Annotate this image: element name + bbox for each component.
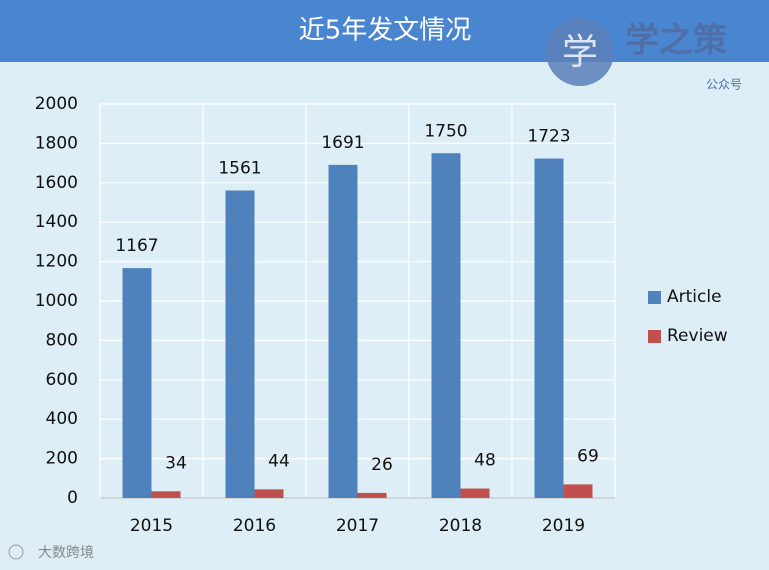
watermark-footer: 大数跨境 (38, 545, 94, 561)
y-tick-label: 800 (46, 330, 78, 350)
y-tick-label: 200 (46, 449, 78, 469)
y-tick-label: 1600 (35, 173, 78, 193)
legend-swatch (648, 291, 661, 304)
data-label: 34 (165, 453, 187, 473)
data-label: 1750 (424, 121, 467, 141)
bar (357, 492, 387, 498)
y-tick-label: 1400 (35, 212, 78, 232)
bar (254, 489, 284, 498)
footer-logo (8, 544, 24, 560)
data-label: 44 (268, 451, 290, 471)
bar (151, 491, 181, 498)
bar (534, 158, 564, 498)
y-tick-label: 400 (46, 409, 78, 429)
bar (563, 484, 593, 498)
legend-label: Review (667, 326, 728, 346)
bar (460, 488, 490, 498)
data-label: 69 (577, 446, 599, 466)
bar (225, 190, 255, 498)
y-tick-label: 0 (67, 488, 78, 508)
bar (431, 153, 461, 498)
legend-label: Article (667, 287, 722, 307)
y-tick-label: 2000 (35, 94, 78, 114)
data-label: 1561 (218, 158, 261, 178)
watermark-sub: 公众号 (706, 78, 742, 92)
x-tick-label: 2018 (439, 516, 482, 536)
bar (122, 268, 152, 498)
legend-swatch (648, 330, 661, 343)
y-tick-label: 1000 (35, 291, 78, 311)
watermark-brand: 学之策 (625, 21, 727, 61)
header-band (0, 0, 769, 62)
data-label: 48 (474, 451, 496, 471)
y-tick-label: 600 (46, 370, 78, 390)
y-tick-label: 1200 (35, 252, 78, 272)
data-label: 1723 (527, 127, 570, 147)
bar (328, 164, 358, 499)
x-tick-label: 2019 (542, 516, 585, 536)
x-tick-label: 2015 (130, 516, 173, 536)
data-label: 1167 (115, 236, 158, 256)
chart-title: 近5年发文情况 (299, 16, 472, 46)
x-tick-label: 2017 (336, 516, 379, 536)
y-tick-label: 1800 (35, 133, 78, 153)
x-tick-label: 2016 (233, 516, 276, 536)
data-label: 26 (371, 455, 393, 475)
logo-circle (546, 18, 614, 86)
logo-glyph: 学 (562, 32, 598, 73)
data-label: 1691 (321, 133, 364, 153)
